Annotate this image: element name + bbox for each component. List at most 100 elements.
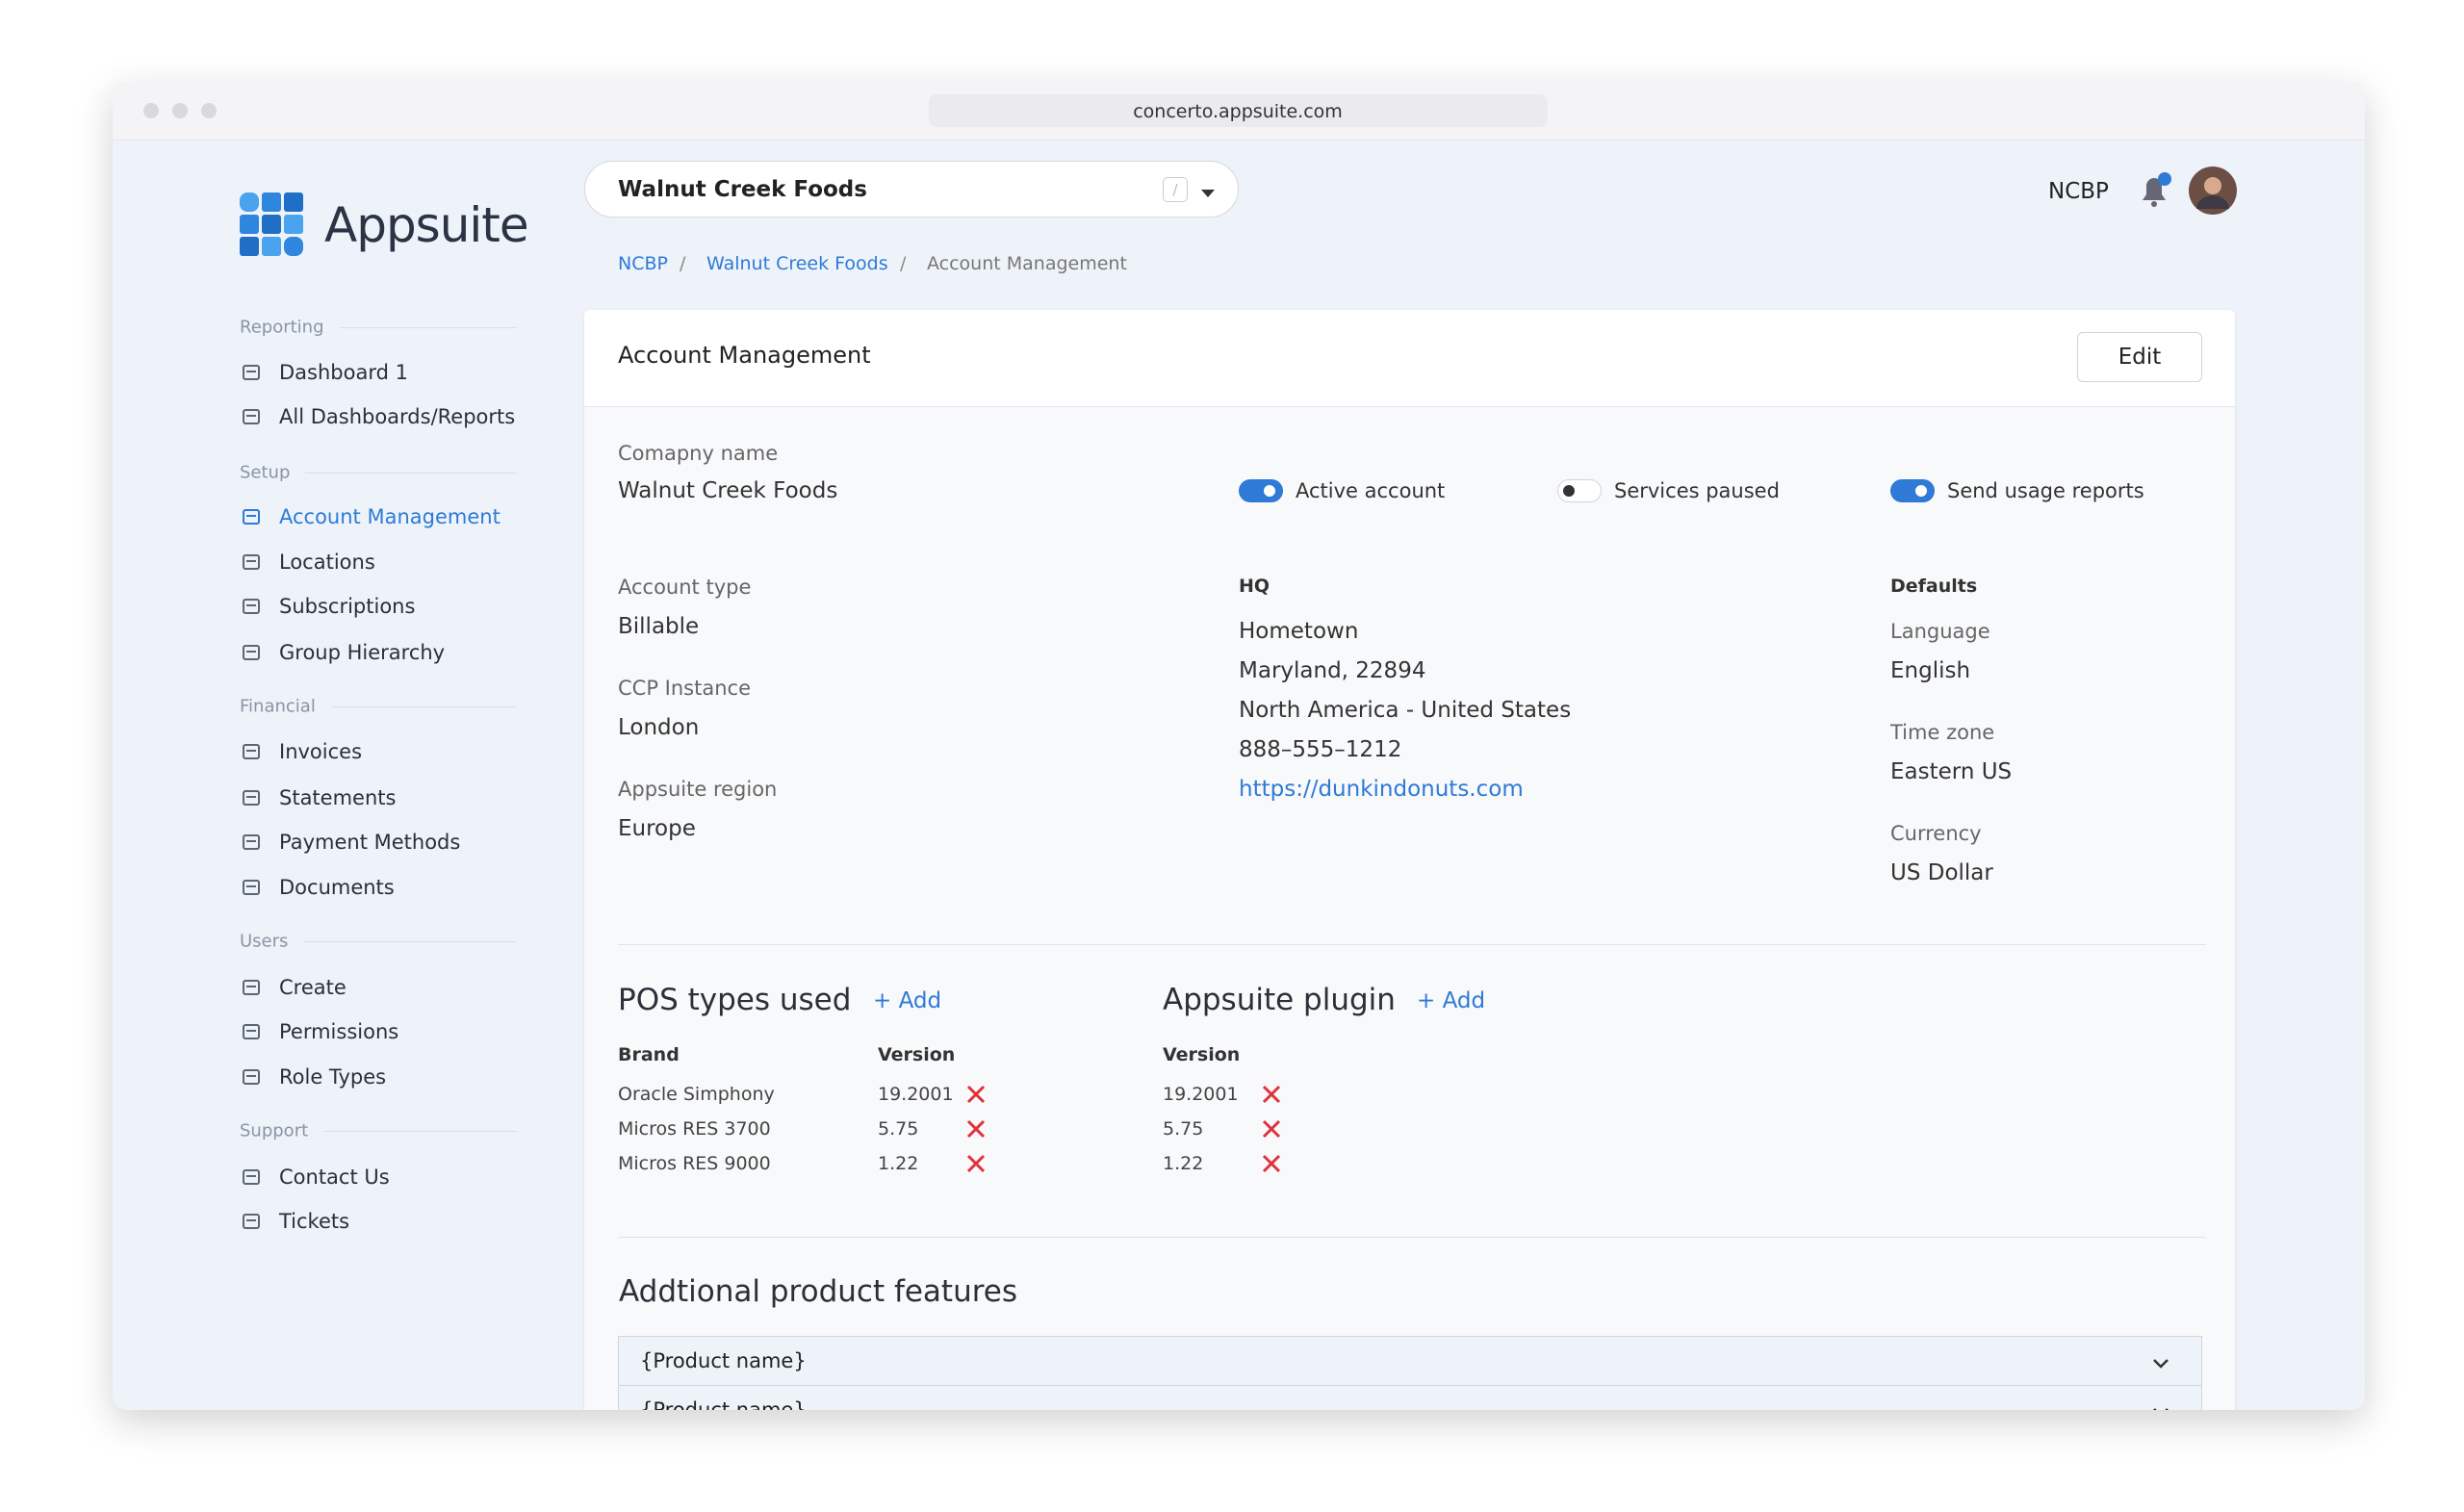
accordion-label: {Product name} — [640, 1349, 807, 1372]
table-cell: Micros RES 9000 — [618, 1153, 771, 1174]
browser-window: concerto.appsuite.com Appsuite Reporting Da… — [113, 82, 2365, 1410]
window-dot — [201, 103, 217, 118]
table-cell: 1.22 — [878, 1153, 919, 1174]
dropdown-caret — [1201, 185, 1215, 197]
field-label: Account type — [618, 576, 752, 599]
section-title: Appsuite plugin — [1163, 983, 1396, 1017]
window-dot — [172, 103, 188, 118]
toggle-knob — [1563, 485, 1575, 497]
sidebar-section-label: Financial — [240, 696, 316, 717]
notification-bell — [2137, 171, 2171, 210]
hq-link[interactable]: https://dunkindonuts.com — [1239, 777, 1524, 802]
accordion-item[interactable] — [618, 1336, 2202, 1386]
sidebar-item[interactable]: All Dashboards/Reports — [279, 405, 516, 428]
hq-line: Maryland, 22894 — [1239, 658, 1426, 683]
accordion-item[interactable] — [618, 1385, 2202, 1410]
card-title: Account Management — [618, 342, 871, 369]
sidebar-icon — [242, 597, 261, 616]
logo-icon — [240, 192, 305, 258]
table-cell: 5.75 — [1163, 1118, 1204, 1140]
card-header — [584, 310, 2235, 407]
breadcrumb-item: Account Management — [927, 253, 1127, 274]
remove-icon — [965, 1084, 987, 1105]
remove-icon — [965, 1118, 987, 1140]
divider — [618, 1237, 2206, 1238]
sidebar-item[interactable]: Account Management — [279, 505, 500, 528]
url: concerto.appsuite.com — [1133, 101, 1343, 122]
add-link[interactable]: + Add — [873, 988, 942, 1013]
toggle-label: Active account — [1296, 479, 1446, 502]
section-title: Addtional product features — [619, 1274, 1018, 1309]
sidebar-item[interactable]: Create — [279, 976, 346, 999]
sidebar-item[interactable]: Invoices — [279, 740, 363, 763]
toggle-label: Services paused — [1614, 479, 1780, 502]
hq-line: Hometown — [1239, 619, 1359, 644]
card — [584, 310, 2235, 1410]
sidebar-divider — [303, 941, 517, 942]
breadcrumb-item[interactable]: NCBP — [618, 253, 668, 274]
sidebar-icon — [242, 978, 261, 997]
field-label: Language — [1890, 620, 1990, 643]
field-label: Time zone — [1890, 721, 1995, 744]
sidebar-icon — [242, 1022, 261, 1041]
sidebar-icon — [242, 878, 261, 897]
sidebar-section-label: Reporting — [240, 317, 324, 338]
sidebar-item[interactable]: Dashboard 1 — [279, 361, 408, 384]
shortcut-label: / — [1172, 181, 1178, 198]
sidebar-icon — [242, 788, 261, 807]
window-dot — [143, 103, 159, 118]
sidebar-icon — [242, 833, 261, 852]
chevron — [2152, 1355, 2169, 1369]
table-header: Version — [878, 1044, 956, 1065]
add-link[interactable]: + Add — [1417, 988, 1486, 1013]
field-value: US Dollar — [1890, 860, 1993, 885]
field-value: English — [1890, 658, 1971, 683]
breadcrumb-item[interactable]: Walnut Creek Foods — [706, 253, 888, 274]
field-value: Billable — [618, 614, 700, 639]
field-value: Europe — [618, 816, 696, 841]
sidebar-divider — [340, 327, 517, 328]
table-cell: 19.2001 — [1163, 1084, 1239, 1105]
hq-label: HQ — [1239, 576, 1270, 597]
table-cell: Micros RES 3700 — [618, 1118, 771, 1140]
field-value: London — [618, 715, 700, 740]
accordion-label: {Product name} — [640, 1398, 807, 1410]
toggle-knob — [1264, 485, 1275, 497]
sidebar-divider — [323, 1131, 517, 1132]
toggle[interactable] — [1239, 479, 1283, 502]
remove-icon — [1261, 1118, 1282, 1140]
sidebar-section-label: Setup — [240, 462, 291, 483]
field-value: Eastern US — [1890, 759, 2013, 784]
table-header: Brand — [618, 1044, 680, 1065]
table-cell: 1.22 — [1163, 1153, 1204, 1174]
sidebar-item[interactable]: Payment Methods — [279, 831, 461, 854]
sidebar-section-label: Support — [240, 1120, 309, 1141]
remove-icon — [1261, 1084, 1282, 1105]
sidebar-item[interactable]: Tickets — [279, 1210, 350, 1233]
avatar — [2189, 167, 2237, 215]
table-cell: 5.75 — [878, 1118, 919, 1140]
sidebar-item[interactable]: Group Hierarchy — [279, 641, 446, 664]
toggle[interactable] — [1890, 479, 1935, 502]
breadcrumb-sep: / — [900, 253, 907, 274]
sidebar-item[interactable]: Documents — [279, 876, 395, 899]
sidebar-item[interactable]: Locations — [279, 551, 375, 574]
sidebar-item[interactable]: Contact Us — [279, 1166, 390, 1189]
table-cell: 19.2001 — [878, 1084, 954, 1105]
sidebar-icon — [242, 407, 261, 426]
user-code: NCBP — [2048, 179, 2109, 204]
sidebar-item[interactable]: Statements — [279, 786, 397, 809]
sidebar-item[interactable]: Role Types — [279, 1065, 387, 1089]
toggle-knob — [1915, 485, 1927, 497]
section-title: POS types used — [618, 983, 852, 1017]
sidebar-divider — [331, 706, 517, 707]
sidebar-item[interactable]: Permissions — [279, 1020, 399, 1043]
account-name: Walnut Creek Foods — [618, 177, 867, 202]
sidebar-icon — [242, 363, 261, 382]
field-label: Currency — [1890, 822, 1982, 845]
remove-icon — [965, 1153, 987, 1174]
sidebar-section-label: Users — [240, 931, 289, 952]
account-selector[interactable] — [584, 161, 1239, 218]
sidebar-item[interactable]: Subscriptions — [279, 595, 416, 618]
edit-button[interactable] — [2077, 332, 2202, 382]
